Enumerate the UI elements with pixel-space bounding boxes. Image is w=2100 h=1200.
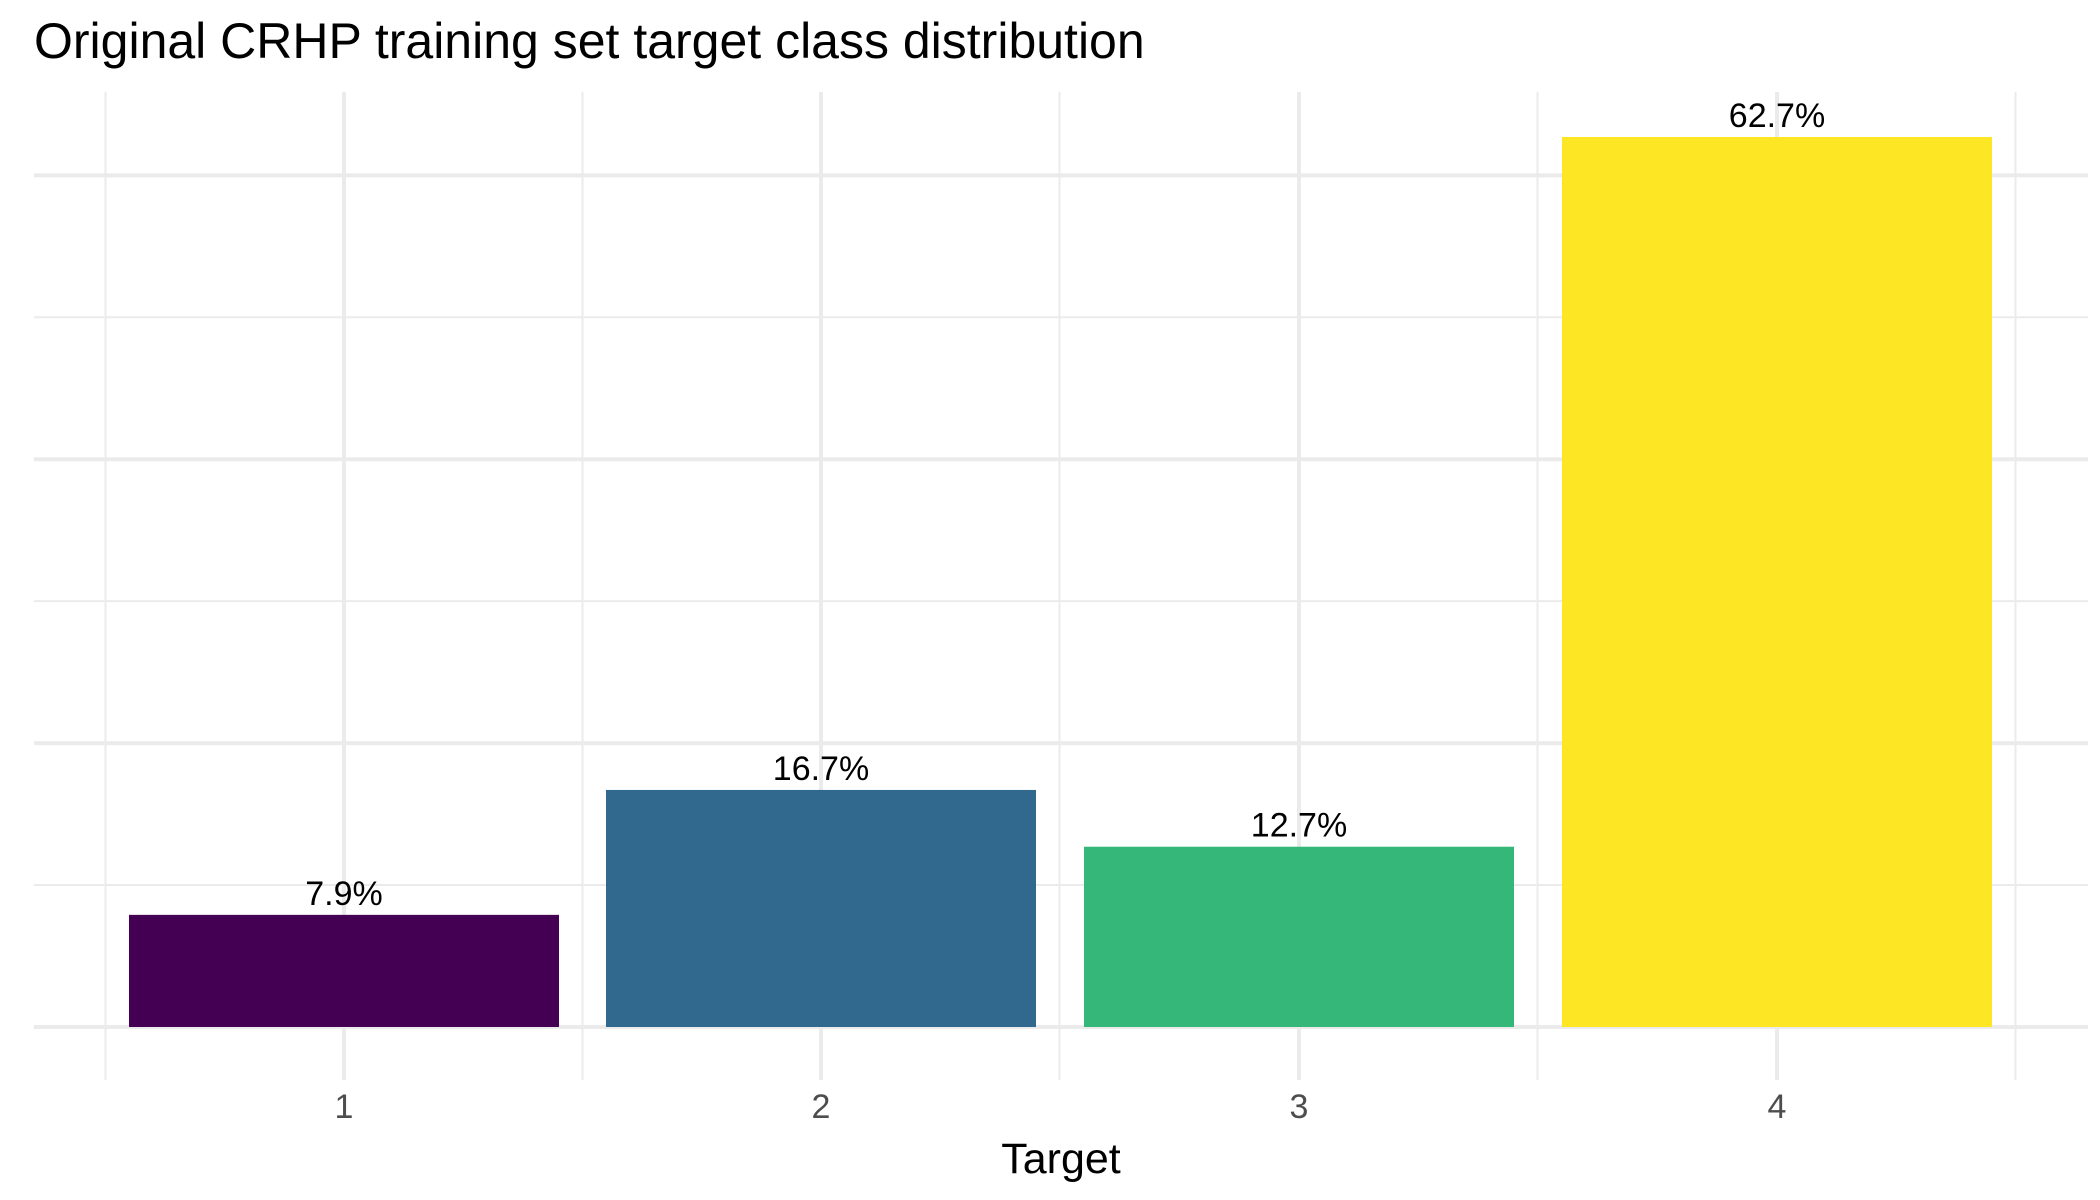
bar-target-2 [606,789,1036,1027]
bar-value-label-2: 16.7% [773,750,869,788]
bar-target-4 [1562,137,1992,1027]
x-tick-label-2: 2 [812,1088,831,1126]
chart-title: Original CRHP training set target class … [34,13,1145,69]
x-tick-label-4: 4 [1768,1088,1787,1126]
bar-value-label-4: 62.7% [1729,97,1825,135]
x-tick-label-3: 3 [1290,1088,1309,1126]
bar-target-1 [129,914,559,1027]
x-axis-label: Target [1001,1135,1121,1183]
bars [129,137,1992,1027]
x-tick-label-1: 1 [335,1088,354,1126]
bar-target-3 [1084,846,1514,1027]
bar-labels: 7.9% 16.7% 12.7% 62.7% [305,97,1825,913]
bar-value-label-3: 12.7% [1251,807,1347,845]
x-axis-ticks: 1 2 3 4 [335,1088,1787,1126]
bar-value-label-1: 7.9% [305,875,383,913]
